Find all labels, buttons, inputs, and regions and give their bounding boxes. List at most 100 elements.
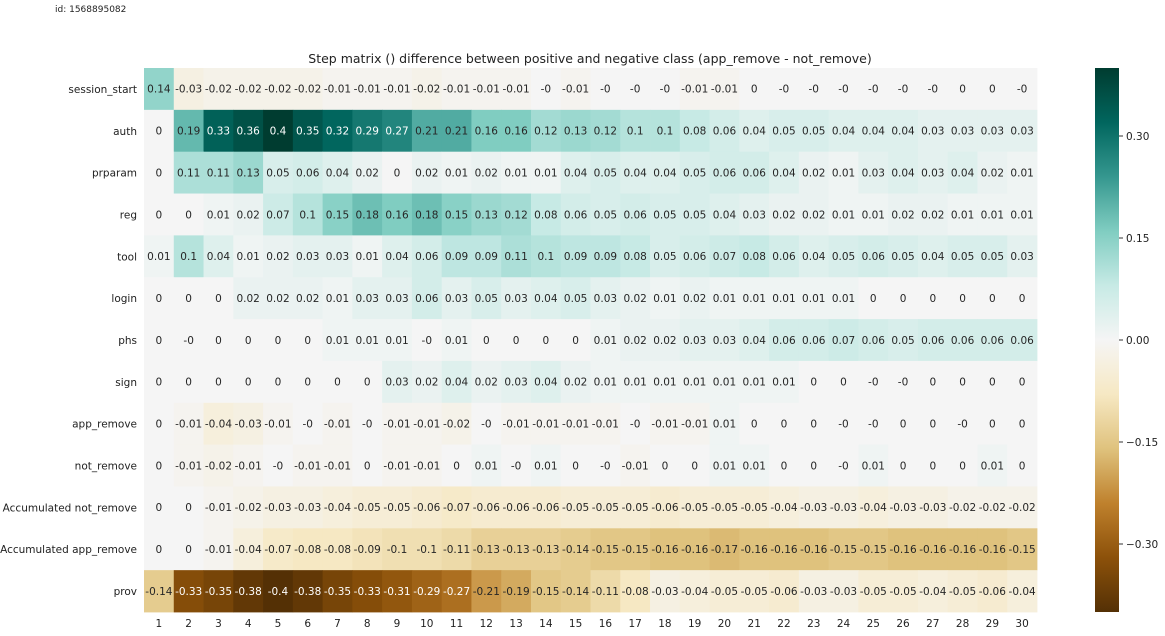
- cell-value-label: 0.02: [623, 335, 646, 347]
- heatmap-cell: [917, 444, 949, 487]
- heatmap-cell: [709, 193, 740, 236]
- row-label: login: [111, 293, 137, 305]
- heatmap-cell: [977, 235, 1008, 278]
- heatmap-cell: [144, 319, 175, 362]
- heatmap-cell: [441, 193, 472, 236]
- cell-value-label: 0.02: [266, 293, 289, 305]
- heatmap-cell: [233, 109, 264, 153]
- cell-value-label: 0.02: [415, 377, 438, 389]
- heatmap-cell: [471, 402, 502, 446]
- cell-value-label: 0: [840, 377, 847, 389]
- heatmap-cell: [798, 319, 830, 362]
- cell-value-label: 0.02: [683, 293, 706, 305]
- cell-value-label: 0.05: [683, 209, 706, 221]
- heatmap-cell: [411, 486, 443, 529]
- heatmap-cell: [709, 486, 740, 529]
- cell-value-label: 0.02: [475, 377, 498, 389]
- cell-value-label: 0: [334, 377, 341, 389]
- cell-value-label: 0.02: [653, 335, 676, 347]
- cell-value-label: -0.01: [383, 418, 410, 430]
- cell-value-label: -0.19: [502, 586, 529, 598]
- cell-value-label: -0.16: [979, 544, 1006, 556]
- heatmap-cell: [858, 151, 889, 194]
- heatmap-cell: [888, 151, 919, 194]
- heatmap-cell: [203, 235, 234, 278]
- cell-value-label: 0.13: [475, 209, 498, 221]
- cell-value-label: 0.06: [951, 335, 975, 347]
- heatmap-cell: [709, 444, 740, 487]
- cell-value-label: -0: [183, 335, 193, 347]
- cell-value-label: -0: [600, 460, 610, 472]
- heatmap-cell: [352, 109, 383, 153]
- heatmap-cell: [977, 319, 1008, 362]
- heatmap-cell: [292, 528, 323, 571]
- cell-value-label: 0.08: [534, 209, 557, 221]
- cell-value-label: 0: [810, 418, 817, 430]
- heatmap-cell: [203, 528, 234, 571]
- cell-value-label: -0.13: [532, 544, 559, 556]
- cell-value-label: 0: [989, 377, 996, 389]
- heatmap-cell: [769, 486, 800, 529]
- cell-value-label: 0: [1019, 460, 1026, 472]
- cell-value-label: -0.05: [860, 586, 887, 598]
- cell-value-label: 0: [959, 460, 966, 472]
- heatmap-cell: [441, 570, 472, 613]
- cell-value-label: 0.03: [445, 293, 468, 305]
- heatmap-cell: [739, 193, 770, 236]
- heatmap-cell: [947, 151, 978, 194]
- row-label: Accumulated not_remove: [3, 502, 137, 514]
- cell-value-label: -0.05: [711, 502, 738, 514]
- cell-value-label: -0.01: [651, 418, 678, 430]
- cell-value-label: -0.16: [919, 544, 946, 556]
- column-label: 4: [245, 618, 252, 630]
- heatmap-cell: [917, 68, 949, 111]
- heatmap-cell: [560, 570, 591, 613]
- heatmap-cell: [471, 193, 502, 236]
- heatmap-cell: [382, 486, 413, 529]
- heatmap-cell: [292, 319, 323, 362]
- cell-value-label: 0.4: [270, 126, 287, 138]
- cell-value-label: -0.15: [830, 544, 857, 556]
- cell-value-label: 0.02: [802, 167, 825, 179]
- heatmap-cell: [1007, 486, 1038, 529]
- cell-value-label: 0.04: [326, 167, 350, 179]
- heatmap-cell: [382, 402, 413, 446]
- cell-value-label: 0: [781, 460, 788, 472]
- cell-value-label: 0: [1019, 293, 1026, 305]
- cell-value-label: 0.01: [356, 251, 379, 263]
- cell-value-label: 0: [483, 335, 490, 347]
- heatmap-cell: [679, 570, 710, 613]
- cell-value-label: -0.16: [889, 544, 916, 556]
- heatmap-cell: [382, 319, 413, 362]
- column-label: 29: [986, 618, 999, 630]
- cell-value-label: -0.04: [1009, 586, 1036, 598]
- heatmap-cell: [263, 109, 294, 153]
- cell-value-label: 0.01: [594, 377, 617, 389]
- cell-value-label: -0: [630, 84, 640, 96]
- cell-value-label: 0.02: [266, 251, 289, 263]
- cell-value-label: 0: [691, 460, 698, 472]
- cell-value-label: 0.16: [475, 126, 499, 138]
- cell-value-label: 0.1: [299, 209, 316, 221]
- cell-value-label: -0.31: [383, 586, 410, 598]
- heatmap-cell: [233, 277, 264, 320]
- heatmap-cell: [798, 486, 830, 529]
- heatmap-cell: [977, 360, 1008, 404]
- cell-value-label: 0.01: [326, 335, 349, 347]
- heatmap-cell: [501, 68, 532, 111]
- cell-value-label: 0.03: [326, 251, 349, 263]
- heatmap-cell: [233, 528, 264, 571]
- column-label: 15: [569, 618, 582, 630]
- heatmap-cell: [501, 528, 532, 571]
- heatmap-cell: [888, 360, 919, 404]
- heatmap-cell: [769, 570, 800, 613]
- cell-value-label: -0.02: [443, 418, 470, 430]
- heatmap-cell: [203, 277, 234, 320]
- cell-value-label: 0.01: [207, 209, 230, 221]
- heatmap-cell: [858, 277, 889, 320]
- heatmap-cell: [739, 151, 770, 194]
- heatmap-cell: [411, 528, 443, 571]
- heatmap-cell: [233, 444, 264, 487]
- cell-value-label: 0.06: [921, 335, 945, 347]
- heatmap-cell: [620, 360, 651, 404]
